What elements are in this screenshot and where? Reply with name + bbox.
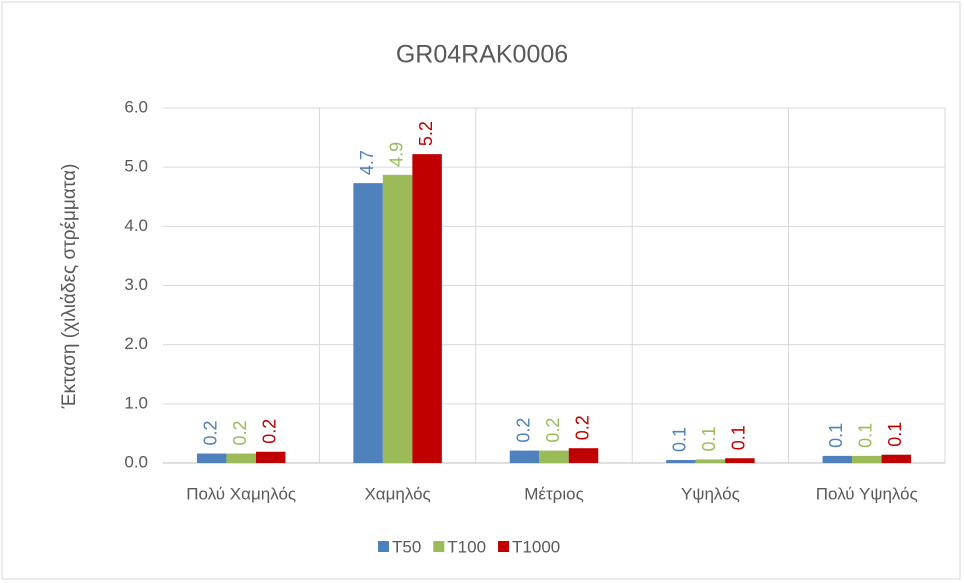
x-tick-label: Πολύ Χαμηλός: [186, 484, 296, 503]
bar: [852, 455, 882, 463]
y-axis-label: Έκταση (χιλιάδες στρέμματα): [59, 164, 80, 410]
x-tick-label: Πολύ Υψηλός: [816, 484, 918, 503]
legend-label: T1000: [512, 537, 560, 556]
data-label: 0.2: [259, 419, 279, 444]
bar: [881, 454, 912, 463]
bar: [822, 455, 853, 463]
bar: [539, 450, 569, 463]
data-label: 0.2: [543, 418, 563, 443]
data-label: 0.1: [885, 422, 905, 447]
y-tick-label: 2.0: [124, 334, 148, 353]
y-tick-label: 0.0: [124, 452, 148, 471]
bar: [412, 154, 442, 463]
data-label: 0.1: [826, 423, 846, 448]
x-tick-label: Χαμηλός: [364, 484, 430, 503]
data-label: 0.1: [729, 425, 749, 450]
y-tick-label: 5.0: [124, 157, 148, 176]
y-tick-label: 6.0: [124, 97, 148, 116]
legend-swatch: [433, 541, 445, 552]
data-label: 0.1: [856, 423, 876, 448]
legend-swatch: [498, 541, 510, 552]
y-tick-label: 3.0: [124, 275, 148, 294]
bar: [255, 451, 286, 463]
data-label: 0.1: [670, 427, 690, 452]
x-tick-label: Μέτριος: [524, 484, 584, 503]
data-label: 4.7: [357, 150, 377, 175]
bar: [353, 183, 383, 463]
data-label: 4.9: [386, 142, 406, 167]
y-tick-label: 1.0: [124, 393, 148, 412]
data-label: 0.2: [513, 418, 533, 443]
x-tick-label: Υψηλός: [681, 484, 740, 503]
chart-title: GR04RAK0006: [396, 41, 568, 69]
bar: [695, 459, 726, 463]
bar: [666, 460, 696, 463]
data-label: 5.2: [416, 121, 436, 146]
legend-label: T50: [392, 537, 421, 556]
bar: [568, 448, 599, 463]
data-label: 0.1: [699, 426, 719, 451]
bar: [196, 453, 227, 463]
bar: [226, 453, 256, 463]
bar: [382, 174, 413, 463]
y-tick-label: 4.0: [124, 216, 148, 235]
data-label: 0.2: [230, 421, 250, 446]
legend-label: T100: [447, 537, 486, 556]
legend-swatch: [378, 541, 389, 552]
bar: [725, 458, 755, 463]
data-label: 0.2: [572, 415, 592, 440]
data-label: 0.2: [200, 421, 220, 446]
bar: [509, 450, 540, 463]
